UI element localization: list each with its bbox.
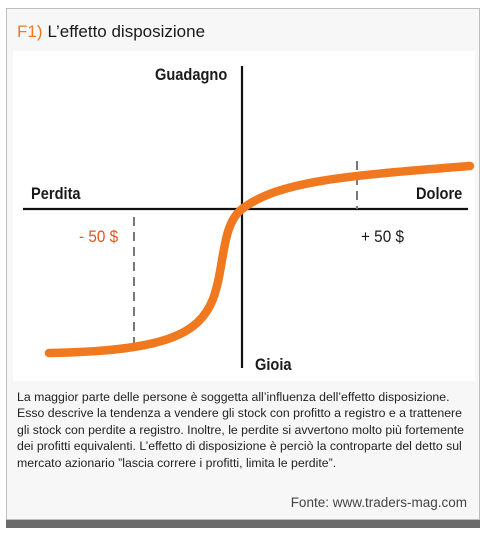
marker-negative-50: - 50 $ bbox=[79, 227, 119, 246]
figure-id: F1) bbox=[17, 22, 43, 41]
value-function-curve bbox=[44, 161, 475, 358]
figure-caption: La maggior parte delle persone è soggett… bbox=[17, 389, 477, 471]
axis-label-pain: Dolore bbox=[416, 184, 463, 203]
bottom-bar bbox=[6, 520, 480, 528]
figure-title: F1) L’effetto disposizione bbox=[17, 22, 205, 42]
axis-label-gain: Guadagno bbox=[155, 65, 228, 84]
caption-text: La maggior parte delle persone è soggett… bbox=[17, 390, 465, 470]
figure-title-text: L’effetto disposizione bbox=[47, 22, 206, 41]
axis-label-joy: Gioia bbox=[255, 355, 292, 374]
marker-positive-50: + 50 $ bbox=[361, 227, 404, 246]
diagram-svg bbox=[23, 66, 475, 368]
disposition-effect-diagram: Guadagno Gioia Perdita Dolore - 50 $ + 5… bbox=[13, 51, 475, 381]
figure-frame: F1) L’effetto disposizione Guadagno Gioia… bbox=[6, 8, 480, 520]
source-credit: Fonte: www.traders-mag.com bbox=[290, 495, 467, 510]
axis-label-loss: Perdita bbox=[31, 184, 81, 203]
